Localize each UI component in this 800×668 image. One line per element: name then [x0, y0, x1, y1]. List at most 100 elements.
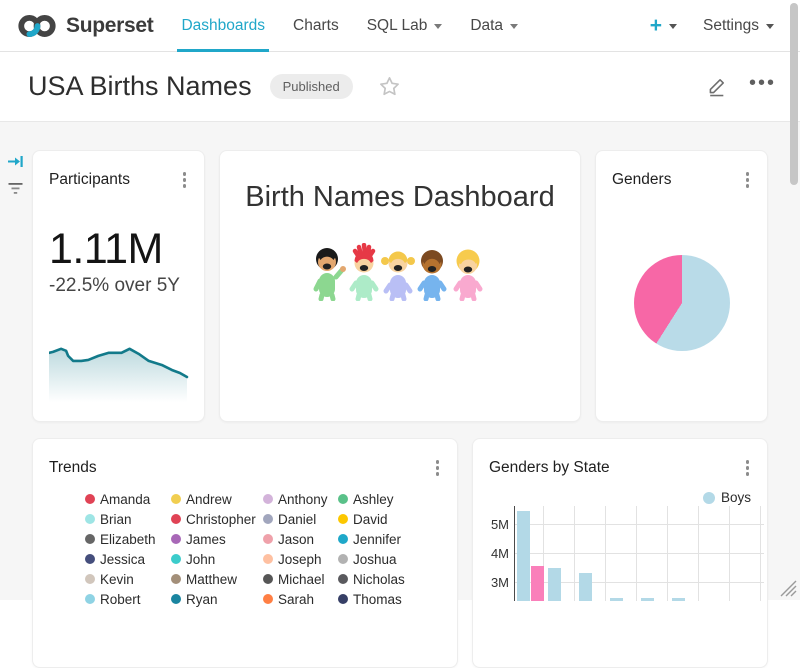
legend-item[interactable]: Robert [85, 589, 171, 609]
scrollbar-thumb[interactable] [790, 3, 798, 185]
legend-color-dot [263, 594, 273, 604]
legend-item[interactable]: Michael [263, 569, 338, 589]
legend-label: Michael [278, 572, 325, 587]
settings-menu[interactable]: Settings [703, 17, 774, 35]
resize-handle-icon[interactable] [775, 575, 797, 597]
genders-pie-chart [634, 255, 730, 351]
genders-card: Genders [595, 150, 768, 422]
legend-item[interactable]: Jessica [85, 549, 171, 569]
legend-item[interactable]: Andrew [171, 489, 263, 509]
legend-color-dot [263, 514, 273, 524]
legend-item[interactable]: Matthew [171, 569, 263, 589]
y-axis-tick-label: 4M [473, 546, 509, 561]
more-actions-icon[interactable]: ••• [749, 79, 776, 95]
legend-label: Sarah [278, 592, 314, 607]
legend-color-dot [263, 554, 273, 564]
legend-item[interactable]: Nicholas [338, 569, 433, 589]
legend-color-dot [338, 494, 348, 504]
legend-label: Christopher [186, 512, 256, 527]
legend-item[interactable]: Elizabeth [85, 529, 171, 549]
legend-color-dot [85, 494, 95, 504]
legend-label: Ashley [353, 492, 394, 507]
legend-color-dot [338, 554, 348, 564]
top-navbar: Superset Dashboards Charts SQL Lab Data … [0, 0, 800, 52]
bar-boys [610, 598, 623, 601]
plus-icon: + [650, 15, 662, 36]
trends-card: Trends AmandaAndrewAnthony Ashley Brian Chr… [32, 438, 458, 668]
legend-color-dot [85, 534, 95, 544]
legend-label: Jason [278, 532, 314, 547]
legend-label: Elizabeth [100, 532, 156, 547]
legend-color-dot [171, 494, 181, 504]
legend-color-dot [171, 514, 181, 524]
legend-item[interactable]: Ashley [338, 489, 433, 509]
legend-color-dot [338, 534, 348, 544]
card-title: Genders by State [489, 459, 610, 477]
kebab-menu-icon[interactable] [742, 168, 754, 192]
new-item-button[interactable]: + [650, 15, 677, 36]
bar-boys [672, 598, 685, 601]
filter-lines-icon[interactable] [7, 182, 24, 201]
legend-color-dot [85, 514, 95, 524]
kebab-menu-icon[interactable] [742, 456, 754, 480]
gridline [515, 524, 764, 525]
edit-pencil-icon[interactable] [706, 76, 727, 97]
superset-infinity-icon [16, 12, 58, 40]
legend-item[interactable]: Daniel [263, 509, 338, 529]
legend-item[interactable]: Jason [263, 529, 338, 549]
kebab-menu-icon[interactable] [432, 456, 444, 480]
legend-item[interactable]: Joseph [263, 549, 338, 569]
intro-heading: Birth Names Dashboard [220, 181, 580, 214]
legend-item[interactable]: Anthony [263, 489, 338, 509]
gbs-legend-boys[interactable]: Boys [703, 490, 751, 505]
legend-item[interactable]: John [171, 549, 263, 569]
published-badge[interactable]: Published [270, 74, 353, 99]
legend-color-dot [263, 534, 273, 544]
legend-label: Jessica [100, 552, 145, 567]
legend-color-dot [263, 574, 273, 584]
legend-label: Joshua [353, 552, 397, 567]
bar-boys [548, 568, 561, 602]
legend-item[interactable]: Kevin [85, 569, 171, 589]
legend-item[interactable]: Brian [85, 509, 171, 529]
y-axis-tick-label: 5M [473, 517, 509, 532]
genders-by-state-card: Genders by State Boys 5M4M3M [472, 438, 768, 668]
nav-menu: Dashboards Charts SQL Lab Data [167, 0, 532, 52]
legend-color-dot [338, 514, 348, 524]
nav-item-charts[interactable]: Charts [279, 0, 353, 52]
legend-item[interactable]: Jennifer [338, 529, 433, 549]
nav-item-dashboards[interactable]: Dashboards [167, 0, 279, 52]
legend-item[interactable]: Sarah [263, 589, 338, 609]
legend-item[interactable]: Christopher [171, 509, 263, 529]
card-title: Genders [612, 171, 671, 189]
legend-color-dot [171, 554, 181, 564]
favorite-star-icon[interactable] [379, 76, 400, 97]
legend-item[interactable]: James [171, 529, 263, 549]
legend-color-dot [85, 594, 95, 604]
legend-item[interactable]: Thomas [338, 589, 433, 609]
dashboard-grid: Participants 1.11M -22.5% over 5Y Birth … [0, 122, 800, 600]
legend-color-dot [85, 574, 95, 584]
legend-label: Robert [100, 592, 141, 607]
participants-sparkline-chart [49, 343, 190, 403]
legend-color-dot [171, 534, 181, 544]
kebab-menu-icon[interactable] [179, 168, 191, 192]
legend-item[interactable]: David [338, 509, 433, 529]
participants-card: Participants 1.11M -22.5% over 5Y [32, 150, 205, 422]
legend-label: John [186, 552, 215, 567]
legend-item[interactable]: Joshua [338, 549, 433, 569]
legend-color-dot [171, 594, 181, 604]
legend-label: Matthew [186, 572, 237, 587]
superset-logo[interactable]: Superset [16, 12, 153, 40]
chevron-down-icon [434, 24, 442, 29]
nav-item-sql-lab[interactable]: SQL Lab [353, 0, 457, 52]
gbs-plot [514, 506, 764, 601]
legend-label: Kevin [100, 572, 134, 587]
legend-item[interactable]: Ryan [171, 589, 263, 609]
nav-item-data[interactable]: Data [456, 0, 532, 52]
legend-item[interactable]: Amanda [85, 489, 171, 509]
card-title: Trends [49, 459, 97, 477]
dashboard-header: USA Births Names Published ••• [0, 52, 800, 122]
expand-filter-bar-icon[interactable] [7, 154, 24, 174]
big-number-value: 1.11M [49, 225, 163, 274]
